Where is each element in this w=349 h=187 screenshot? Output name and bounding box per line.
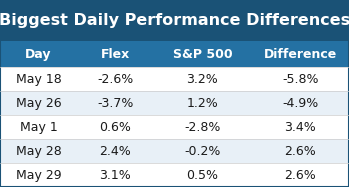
Text: May 18: May 18 [15,73,61,86]
Text: 0.6%: 0.6% [99,121,131,134]
Text: 2.4%: 2.4% [99,145,131,158]
FancyBboxPatch shape [0,139,349,163]
Text: Biggest Daily Performance Differences: Biggest Daily Performance Differences [0,13,349,28]
Text: May 29: May 29 [16,168,61,182]
FancyBboxPatch shape [0,163,349,187]
Text: 3.4%: 3.4% [284,121,316,134]
Text: 1.2%: 1.2% [187,97,218,110]
Text: 2.6%: 2.6% [284,145,316,158]
Text: -5.8%: -5.8% [282,73,318,86]
FancyBboxPatch shape [0,91,349,115]
Text: -4.9%: -4.9% [282,97,318,110]
Text: 3.1%: 3.1% [99,168,131,182]
Text: May 1: May 1 [20,121,57,134]
Text: -2.6%: -2.6% [97,73,133,86]
FancyBboxPatch shape [0,115,349,139]
FancyBboxPatch shape [0,41,349,67]
FancyBboxPatch shape [0,0,349,41]
Text: Flex: Flex [101,48,130,61]
Text: S&P 500: S&P 500 [173,48,232,61]
Text: -3.7%: -3.7% [97,97,133,110]
Text: -2.8%: -2.8% [184,121,221,134]
Text: May 28: May 28 [15,145,61,158]
Text: May 26: May 26 [16,97,61,110]
Text: 3.2%: 3.2% [187,73,218,86]
Text: 0.5%: 0.5% [186,168,218,182]
Text: -0.2%: -0.2% [184,145,221,158]
Text: Difference: Difference [263,48,337,61]
FancyBboxPatch shape [0,67,349,91]
Text: 2.6%: 2.6% [284,168,316,182]
Text: Day: Day [25,48,52,61]
